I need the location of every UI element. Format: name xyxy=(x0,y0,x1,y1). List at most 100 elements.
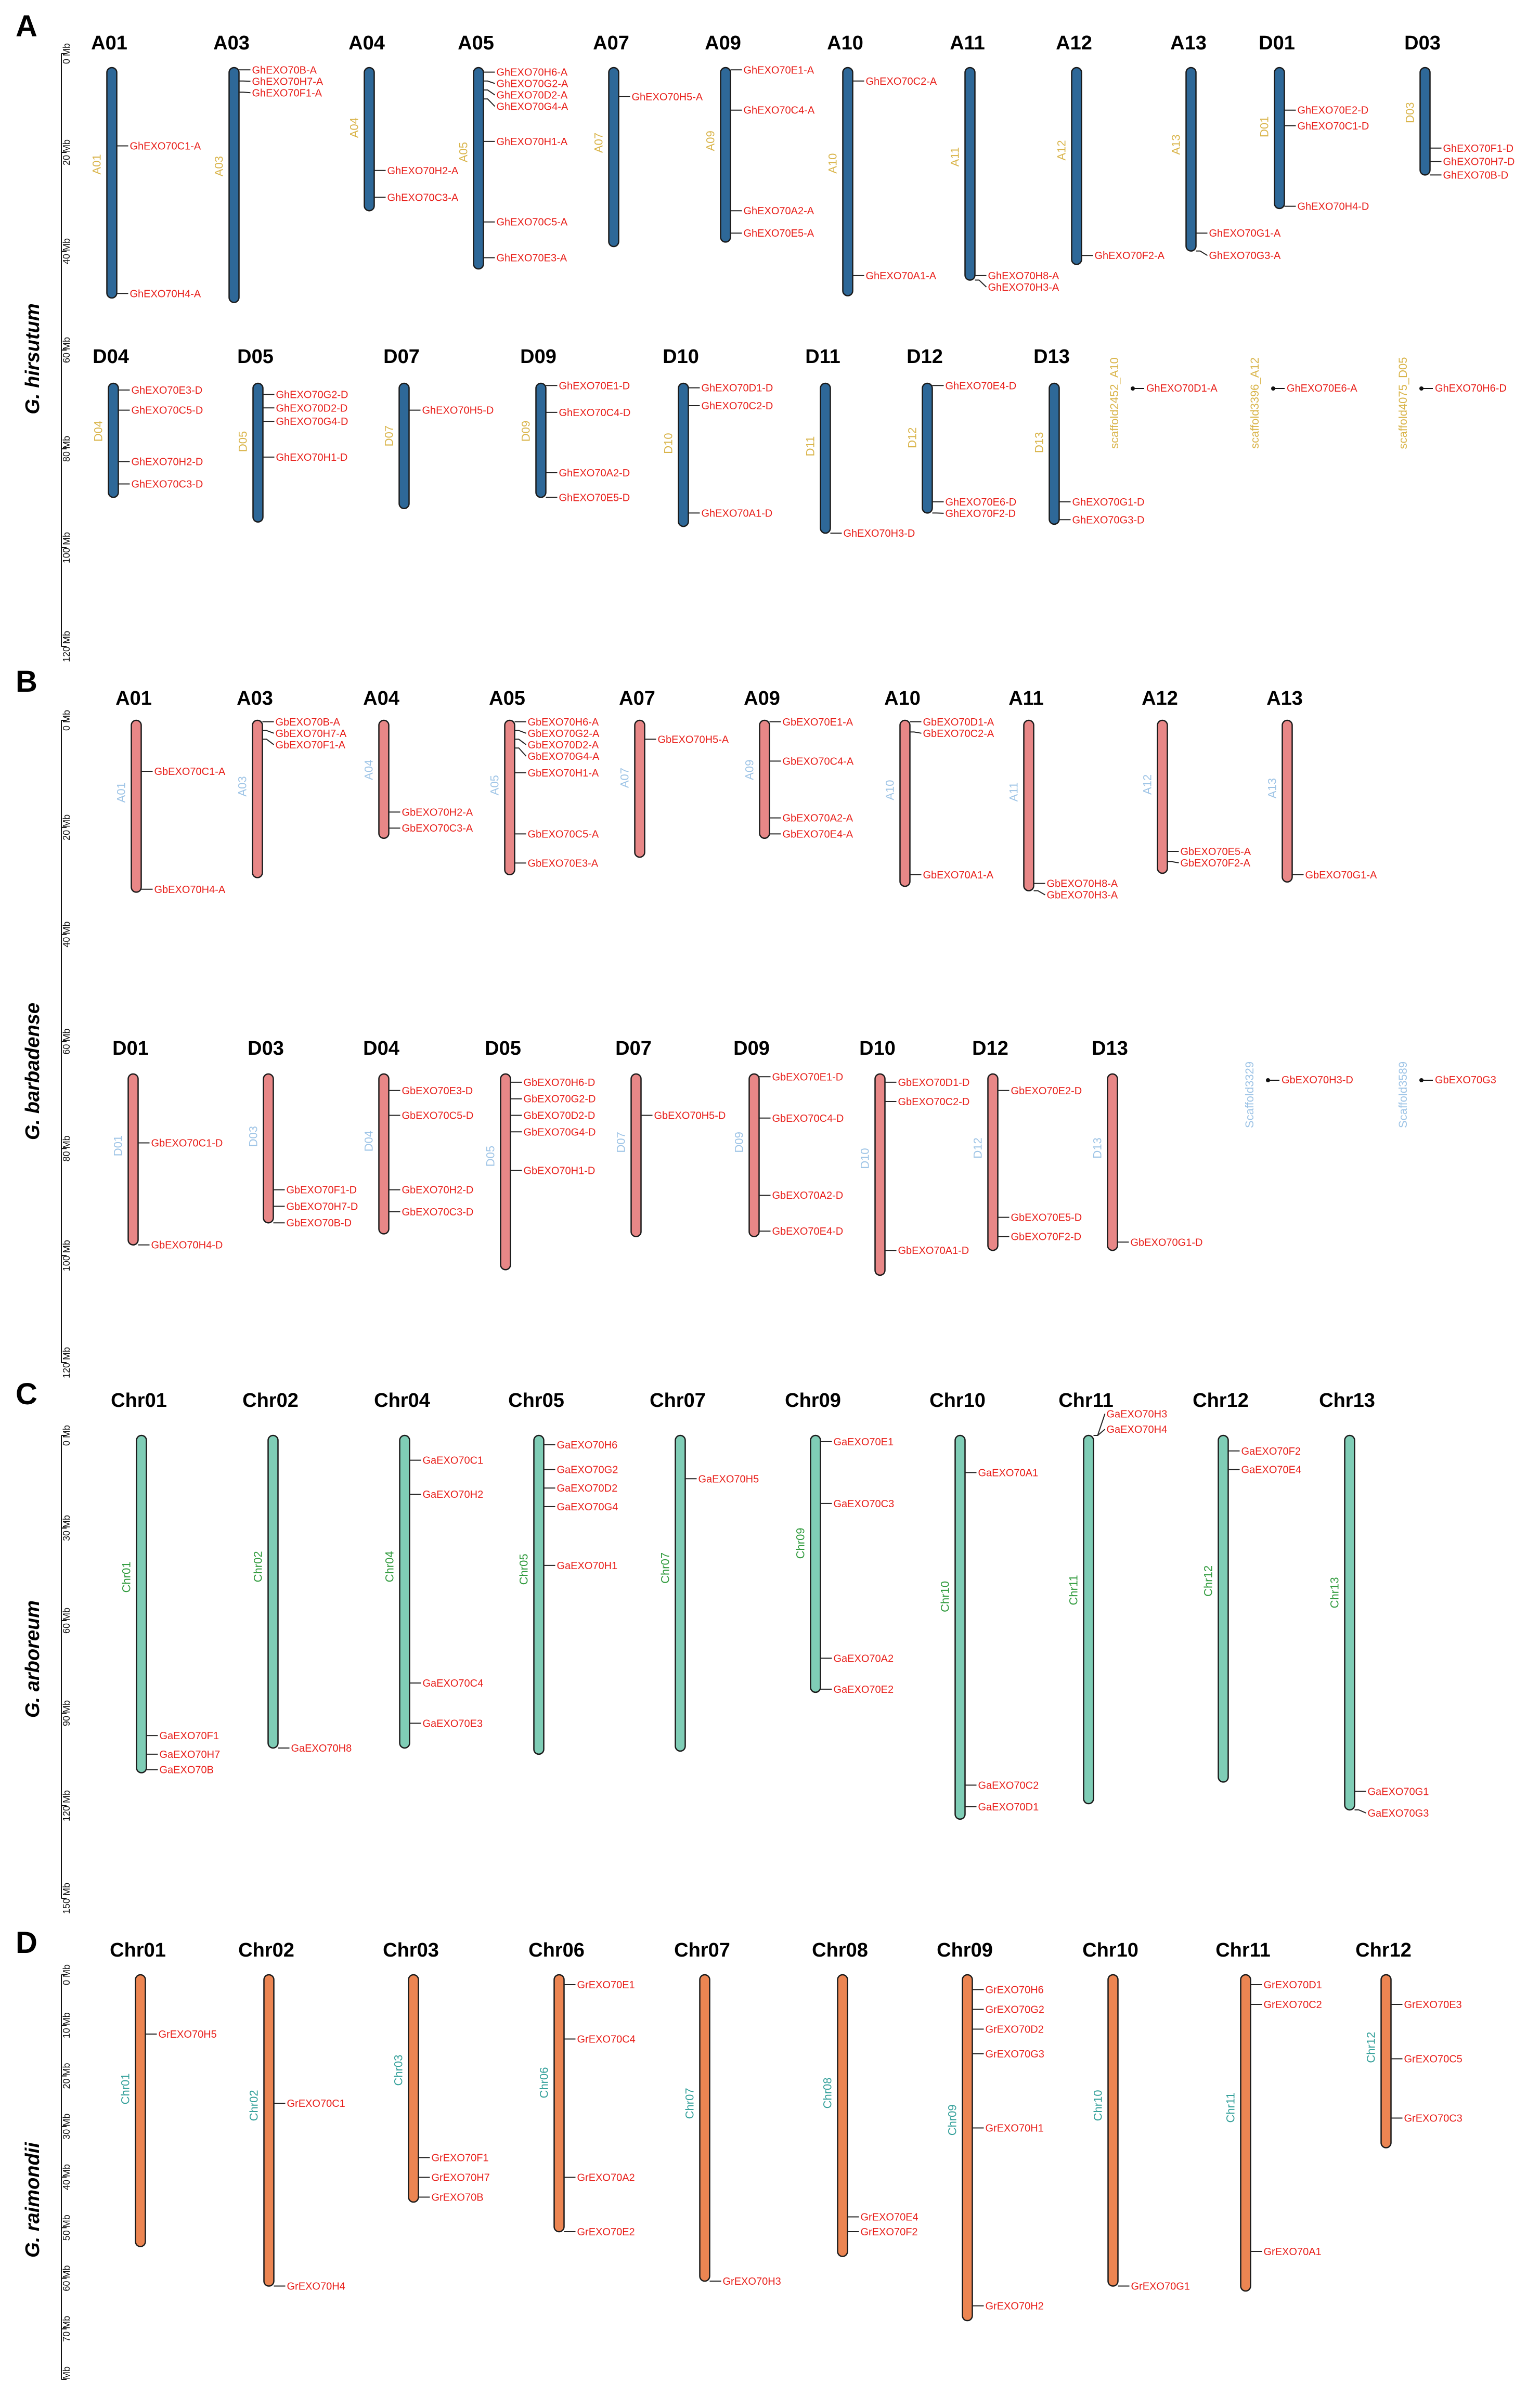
gene-label: GbEXO70E3-A xyxy=(528,858,599,869)
gene-label: GaEXO70G2 xyxy=(557,1464,618,1475)
chromosome-name: A05 xyxy=(458,32,494,54)
chromosome-name: Chr03 xyxy=(383,1939,439,1961)
gene-label: GaEXO70H8 xyxy=(291,1743,352,1754)
gene-label: GhEXO70C2-A xyxy=(866,76,937,87)
gene-marker xyxy=(1167,861,1179,863)
chromosome-side-label: D09 xyxy=(733,1132,746,1153)
chromosome-side-label: D07 xyxy=(615,1132,628,1153)
gene-label: GaEXO70G3 xyxy=(1368,1808,1429,1819)
chromosome-name: A09 xyxy=(744,688,780,709)
chromosome-name: Chr07 xyxy=(674,1939,730,1961)
axis-tick-label: 10 Mb xyxy=(61,2012,72,2038)
gene-label: GhEXO70C4-A xyxy=(744,105,815,116)
gene-label: GbEXO70H2-A xyxy=(402,807,473,818)
axis-tick-label: 40 Mb xyxy=(61,2164,72,2190)
gene-label: GbEXO70E4-A xyxy=(783,828,853,840)
chromosome-side-label: D01 xyxy=(112,1135,125,1156)
scaffold-name: scaffold2452_A10 xyxy=(1108,357,1121,449)
gene-label: GbEXO70H2-D xyxy=(402,1185,474,1196)
gene-label: GbEXO70D2-D xyxy=(524,1110,596,1122)
gene-label: GaEXO70C1 xyxy=(423,1455,484,1467)
gene-label: GrEXO70G3 xyxy=(986,2049,1044,2060)
chromosome-name: D07 xyxy=(383,346,420,368)
chromosome-side-label: A04 xyxy=(363,760,376,780)
chromosome-side-label: Chr04 xyxy=(383,1551,396,1582)
chromosome-side-label: D13 xyxy=(1033,432,1046,453)
chromosome-name: A12 xyxy=(1056,32,1092,54)
gene-label: GaEXO70H6 xyxy=(557,1440,618,1451)
gene-label: GbEXO70F1-D xyxy=(287,1185,357,1196)
chromosome-side-label: A11 xyxy=(1007,782,1020,802)
gene-label: GbEXO70E2-D xyxy=(1011,1085,1082,1097)
chromosome-side-label: A13 xyxy=(1170,135,1183,155)
axis-tick-label: 20 Mb xyxy=(61,139,72,165)
scaffold-name: scaffold4075_D05 xyxy=(1396,357,1409,449)
gene-label: GrEXO70H2 xyxy=(986,2301,1044,2312)
gene-label: GhEXO70H4-D xyxy=(1298,201,1369,213)
chromosome-name: D10 xyxy=(859,1038,896,1059)
gene-label: GrEXO70C4 xyxy=(577,2034,636,2046)
chromosome-bar xyxy=(398,382,410,510)
gene-label: GhEXO70A2-A xyxy=(744,205,814,217)
gene-label: GbEXO70G3 xyxy=(1435,1075,1496,1086)
chromosome-bar xyxy=(810,1434,821,1693)
chromosome-side-label: Chr01 xyxy=(120,1561,133,1593)
chromosome-bar xyxy=(535,382,547,498)
gene-label: GrEXO70E2 xyxy=(577,2226,635,2238)
gene-label: GhEXO70G1-A xyxy=(1209,228,1282,239)
chromosome-bar xyxy=(987,1073,999,1251)
axis-tick-label: 60 Mb xyxy=(61,337,72,363)
gene-label: GbEXO70H1-A xyxy=(528,768,599,779)
chromosome-side-label: D03 xyxy=(247,1126,260,1147)
gene-label: GbEXO70A2-D xyxy=(772,1190,844,1201)
axis-tick-label: 0 Mb xyxy=(61,1425,72,1446)
gene-label: GaEXO70D2 xyxy=(557,1483,618,1494)
gene-label: GhEXO70E5-D xyxy=(559,492,630,503)
panel-letter: A xyxy=(16,9,37,43)
chromosome-bar xyxy=(1218,1434,1229,1783)
chromosome-bar xyxy=(962,1974,973,2322)
gene-label: GhEXO70G2-A xyxy=(497,79,569,90)
gene-marker xyxy=(262,739,275,745)
chromosome-name: D05 xyxy=(237,346,274,368)
chromosome-name: Chr02 xyxy=(238,1939,294,1961)
chromosome-side-label: Chr10 xyxy=(939,1581,952,1612)
gene-label: GrEXO70H4 xyxy=(287,2281,345,2293)
chromosome-bar xyxy=(1240,1974,1251,2292)
chromosome-name: Chr12 xyxy=(1193,1390,1249,1412)
gene-label: GrEXO70D2 xyxy=(986,2024,1044,2036)
gene-label: GhEXO70A1-D xyxy=(702,508,773,519)
gene-label: GhEXO70E6-A xyxy=(1287,383,1357,394)
gene-label: GrEXO70H1 xyxy=(986,2123,1044,2134)
gene-label: GhEXO70F1-D xyxy=(1443,143,1514,154)
gene-label: GbEXO70E3-D xyxy=(402,1085,473,1097)
gene-label: GhEXO70G4-A xyxy=(497,101,569,113)
chromosome-bar xyxy=(1282,719,1293,883)
scaffold-name: scaffold3396_A12 xyxy=(1248,357,1261,449)
chromosome-name: Chr13 xyxy=(1319,1390,1375,1412)
chromosome-name: Chr07 xyxy=(650,1390,706,1412)
gene-label: GrEXO70C3 xyxy=(1404,2113,1463,2125)
gene-label: GhEXO70H7-A xyxy=(252,76,323,87)
chromosome-name: Chr05 xyxy=(508,1390,564,1412)
chromosome-bar xyxy=(759,719,770,839)
species-label: G. raimondii xyxy=(22,2142,44,2258)
axis-tick-label: 20 Mb xyxy=(61,2063,72,2089)
gene-label: GbEXO70D1-D xyxy=(898,1077,970,1089)
gene-label: GhEXO70H1-D xyxy=(276,452,348,463)
chromosome-name: Chr10 xyxy=(929,1390,986,1412)
chromosome-name: Chr09 xyxy=(937,1939,993,1961)
gene-label: GrEXO70E1 xyxy=(577,1979,635,1991)
chromosome-side-label: D05 xyxy=(237,431,250,452)
gene-label: GbEXO70G2-A xyxy=(528,728,600,740)
gene-label: GaEXO70H7 xyxy=(160,1749,221,1760)
gene-label: GhEXO70H1-A xyxy=(497,136,568,148)
chromosome-side-label: A05 xyxy=(457,142,470,162)
gene-label: GhEXO70E3-A xyxy=(497,253,567,264)
gene-label: GhEXO70B-A xyxy=(252,64,317,76)
gene-label: GrEXO70G1 xyxy=(1131,2281,1190,2293)
chromosome-name: A01 xyxy=(91,32,127,54)
gene-marker xyxy=(483,89,496,96)
chromosome-bar xyxy=(131,719,142,893)
chromosome-side-label: A03 xyxy=(213,156,226,176)
